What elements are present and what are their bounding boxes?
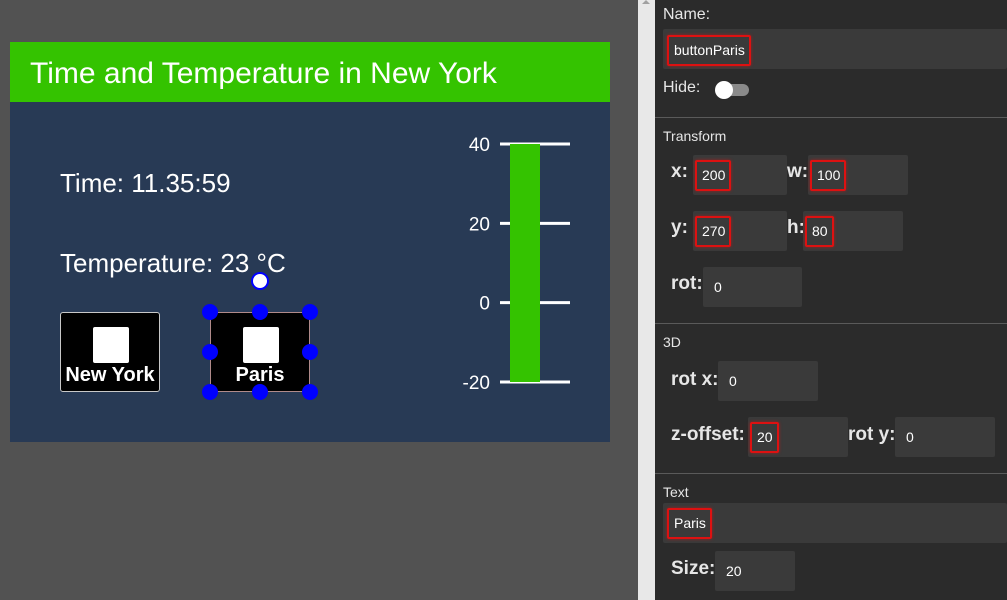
size-label: Size:: [671, 558, 716, 579]
text-section-title: Text: [663, 484, 689, 500]
resize-handle-top[interactable]: [252, 304, 268, 320]
name-field[interactable]: buttonParis: [663, 29, 1007, 69]
divider: [655, 473, 1007, 474]
x-label: x:: [671, 161, 688, 182]
temperature-readout[interactable]: Temperature: 23 °C: [60, 248, 286, 278]
rot-x-field[interactable]: 0: [718, 361, 818, 401]
h-value: 80: [805, 216, 834, 247]
properties-panel: Name: buttonParis Hide: Transform x: 200…: [655, 0, 1007, 600]
resize-handle-bottom-left[interactable]: [202, 384, 218, 400]
rot-field[interactable]: 0: [703, 267, 802, 307]
h-field[interactable]: 80: [803, 211, 903, 251]
resize-handle-bottom-right[interactable]: [302, 384, 318, 400]
h-label: h:: [787, 217, 805, 238]
button-square-icon: [93, 327, 129, 363]
panel-splitter[interactable]: [638, 0, 655, 600]
new-york-button-label: New York: [65, 364, 155, 386]
rot-x-label: rot x:: [671, 369, 719, 390]
text-field[interactable]: Paris: [663, 503, 1007, 543]
scroll-up-arrow-icon[interactable]: [642, 0, 650, 4]
name-value: buttonParis: [667, 35, 751, 66]
w-field[interactable]: 100: [808, 155, 908, 195]
w-label: w:: [787, 161, 809, 182]
stage-header: Time and Temperature in New York: [10, 42, 610, 102]
y-label: y:: [671, 217, 688, 238]
rot-y-label: rot y:: [848, 424, 896, 445]
stage: Time and Temperature in New York Time: 1…: [10, 42, 610, 442]
x-value: 200: [695, 160, 732, 191]
paris-button-label: Paris: [235, 364, 285, 386]
gauge-tick-label: 0: [479, 294, 490, 315]
divider: [655, 323, 1007, 324]
hide-toggle[interactable]: [715, 81, 749, 99]
rot-y-field[interactable]: 0: [895, 417, 995, 457]
transform-section-title: Transform: [663, 128, 727, 144]
gauge-tick-label: -20: [463, 373, 490, 394]
resize-handle-top-right[interactable]: [302, 304, 318, 320]
rot-value: 0: [714, 279, 722, 295]
z-offset-value: 20: [750, 422, 779, 453]
z-offset-label: z-offset:: [671, 424, 745, 445]
z-offset-field[interactable]: 20: [748, 417, 848, 457]
gauge-tick-label: 20: [469, 214, 490, 235]
divider: [655, 117, 1007, 118]
x-field[interactable]: 200: [693, 155, 787, 195]
name-label: Name:: [663, 6, 711, 23]
rot-x-value: 0: [729, 373, 737, 389]
rotate-handle[interactable]: [251, 272, 269, 290]
size-value: 20: [726, 563, 742, 579]
size-field[interactable]: 20: [715, 551, 795, 591]
rot-y-value: 0: [906, 429, 914, 445]
paris-button[interactable]: Paris: [210, 312, 310, 392]
resize-handle-top-left[interactable]: [202, 304, 218, 320]
stage-title[interactable]: Time and Temperature in New York: [30, 57, 497, 90]
hide-label: Hide:: [663, 79, 701, 96]
time-readout[interactable]: Time: 11.35:59: [60, 168, 231, 198]
rot-label: rot:: [671, 273, 703, 294]
text-value: Paris: [667, 508, 712, 539]
new-york-button[interactable]: New York: [60, 312, 160, 392]
resize-handle-bottom[interactable]: [252, 384, 268, 400]
y-value: 270: [695, 216, 732, 247]
gauge-bar: [510, 144, 540, 382]
3d-section-title: 3D: [663, 334, 681, 350]
editor-canvas: Time and Temperature in New York Time: 1…: [10, 42, 610, 442]
gauge-tick-label: 40: [469, 135, 490, 156]
temperature-gauge[interactable]: 40 20 0 -20: [440, 122, 580, 402]
resize-handle-left[interactable]: [202, 344, 218, 360]
y-field[interactable]: 270: [693, 211, 787, 251]
button-square-icon: [243, 327, 279, 363]
resize-handle-right[interactable]: [302, 344, 318, 360]
w-value: 100: [810, 160, 847, 191]
